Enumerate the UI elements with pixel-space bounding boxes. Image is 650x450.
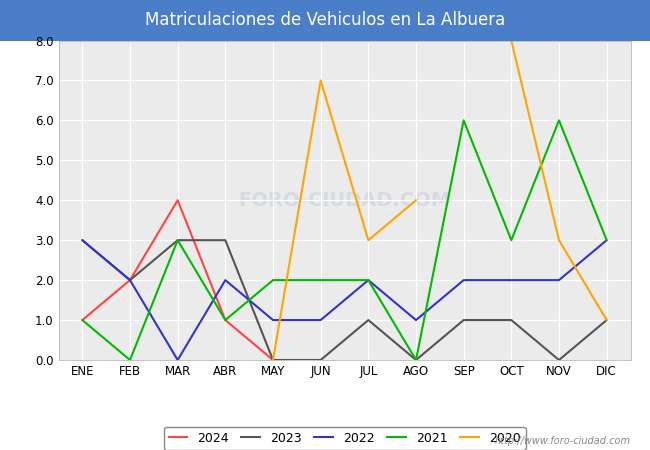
Text: FORO-CIUDAD.COM: FORO-CIUDAD.COM — [239, 191, 450, 210]
Text: Matriculaciones de Vehiculos en La Albuera: Matriculaciones de Vehiculos en La Albue… — [145, 11, 505, 29]
Legend: 2024, 2023, 2022, 2021, 2020: 2024, 2023, 2022, 2021, 2020 — [164, 427, 525, 450]
Text: http://www.foro-ciudad.com: http://www.foro-ciudad.com — [495, 436, 630, 446]
